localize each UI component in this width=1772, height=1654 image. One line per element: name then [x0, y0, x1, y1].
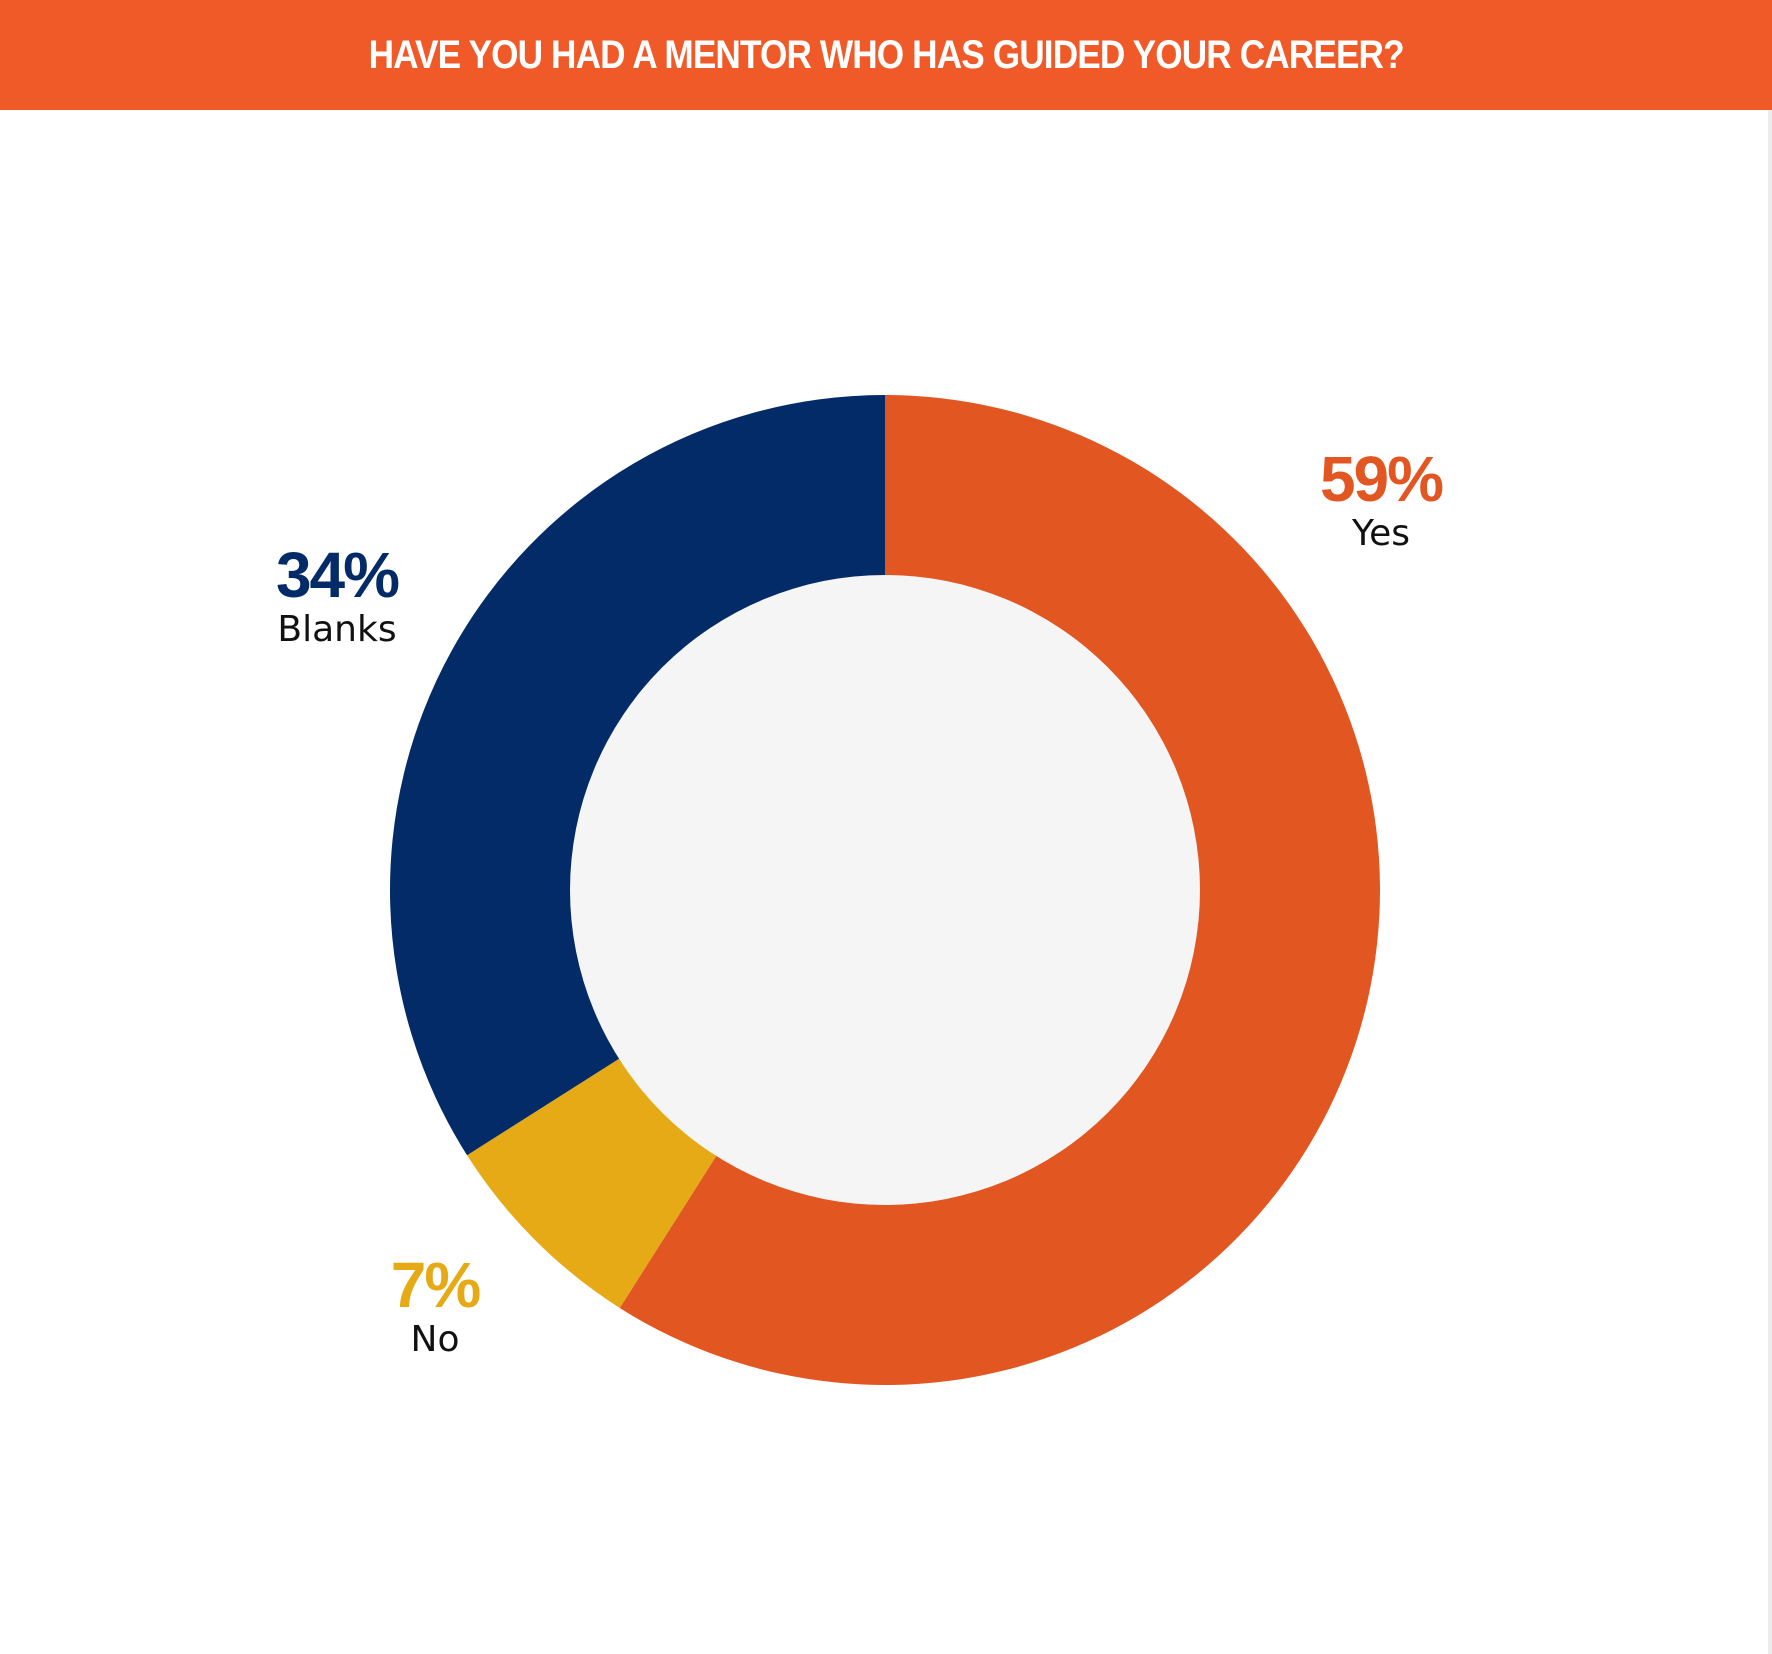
slice-value-no: 7% — [390, 1249, 481, 1321]
donut-center-hole — [570, 575, 1200, 1205]
slice-category-yes: Yes — [1351, 513, 1411, 554]
header-bar: HAVE YOU HAD A MENTOR WHO HAS GUIDED YOU… — [0, 0, 1772, 110]
right-edge-strip — [1768, 110, 1772, 1654]
slice-label-yes: 59% Yes — [1319, 443, 1444, 556]
chart-title: HAVE YOU HAD A MENTOR WHO HAS GUIDED YOU… — [368, 32, 1404, 77]
slice-category-no: No — [410, 1319, 460, 1360]
slice-value-blanks: 34% — [275, 539, 400, 611]
slice-category-blanks: Blanks — [277, 609, 397, 650]
slice-label-no: 7% No — [390, 1249, 481, 1362]
slice-label-blanks: 34% Blanks — [275, 539, 400, 652]
slice-value-yes: 59% — [1319, 443, 1444, 515]
